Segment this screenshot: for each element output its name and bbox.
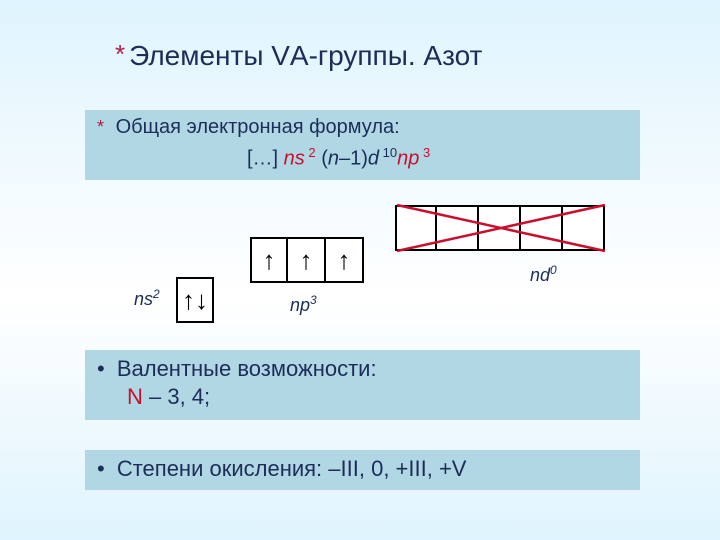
ns-orbital: ↑↓	[176, 277, 214, 323]
np-label-sup: 3	[310, 293, 317, 307]
formula-np: np	[397, 148, 419, 170]
formula-intro: Общая электронная формула:	[116, 116, 400, 138]
cross-out-icon	[395, 203, 607, 253]
valence-row: • Валентные возможности:	[97, 356, 628, 382]
electron-up-icon: ↑	[263, 247, 276, 273]
bullet-icon: •	[97, 456, 105, 481]
valence-tail: – 3, 4;	[143, 384, 210, 409]
orbital-diagram: ↑↓ ↑ ↑ ↑ ns2 np3 nd0	[120, 195, 660, 335]
formula-ns: ns	[284, 148, 305, 170]
formula-ns-sup: 2	[305, 145, 316, 160]
formula-d: d	[368, 148, 379, 170]
np-orbital: ↑ ↑ ↑	[250, 237, 364, 283]
ns-label: ns2	[134, 287, 160, 310]
valence-values: N – 3, 4;	[127, 384, 628, 410]
formula-n1: n	[328, 148, 339, 170]
star-icon: *	[115, 39, 125, 70]
electron-pair-icon: ↑↓	[182, 287, 208, 313]
electron-formula: […] ns 2 (n–1)d 10np 3	[247, 145, 628, 171]
formula-intro-row: * Общая электронная формула:	[97, 116, 628, 139]
orbital-cell: ↑	[326, 237, 364, 283]
formula-mid2: –1)	[339, 148, 368, 170]
valence-label: Валентные возможности:	[117, 356, 377, 381]
formula-prefix: […]	[247, 148, 284, 170]
valence-block: • Валентные возможности: N – 3, 4;	[85, 350, 640, 420]
nd-label-text: nd	[530, 265, 550, 285]
np-label: np3	[290, 293, 317, 316]
orbital-cell: ↑	[288, 237, 326, 283]
electron-up-icon: ↑	[338, 247, 351, 273]
orbital-cell: ↑↓	[176, 277, 214, 323]
electron-up-icon: ↑	[300, 247, 313, 273]
ns-label-text: ns	[134, 289, 153, 309]
formula-mid: (	[316, 148, 328, 170]
orbital-cell: ↑	[250, 237, 288, 283]
oxidation-label: Степени окисления:	[117, 456, 322, 481]
formula-np-sup: 3	[419, 145, 430, 160]
oxidation-block: • Степени окисления: –III, 0, +III, +V	[85, 450, 640, 490]
bullet-icon: •	[97, 356, 105, 381]
slide-title: Элементы VА-группы. Азот	[129, 40, 482, 72]
slide-title-row: * Элементы VА-группы. Азот	[115, 40, 482, 72]
nd-label: nd0	[530, 263, 557, 286]
formula-block: * Общая электронная формула: […] ns 2 (n…	[85, 110, 640, 180]
ns-label-sup: 2	[153, 287, 160, 301]
nd-label-sup: 0	[550, 263, 557, 277]
valence-element: N	[127, 384, 143, 409]
oxidation-row: • Степени окисления: –III, 0, +III, +V	[97, 456, 628, 482]
formula-ten: 10	[379, 145, 397, 160]
oxidation-values: –III, 0, +III, +V	[328, 456, 466, 481]
np-label-text: np	[290, 295, 310, 315]
star-icon: *	[97, 117, 104, 137]
